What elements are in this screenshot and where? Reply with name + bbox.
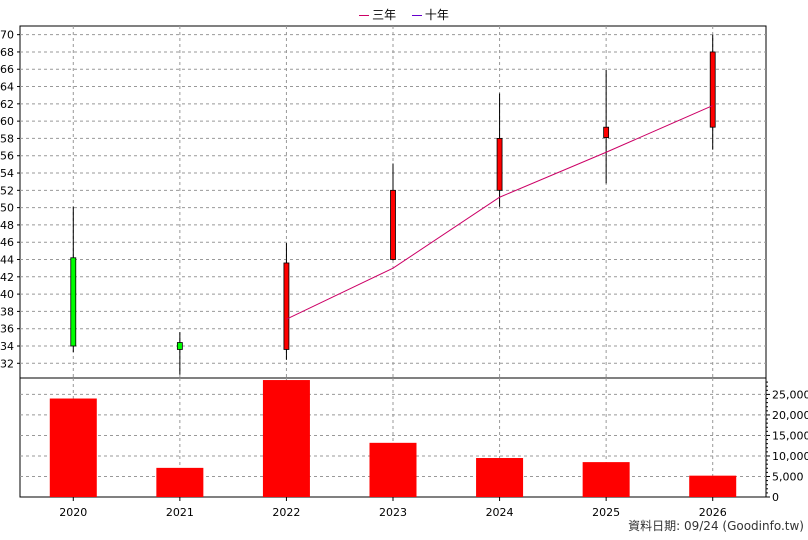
volume-bar	[262, 380, 310, 497]
price-tick-label: 62	[0, 98, 14, 111]
x-tick-label: 2021	[166, 506, 194, 519]
candle-body	[496, 138, 503, 191]
volume-bar	[49, 398, 97, 497]
price-tick-label: 42	[0, 271, 14, 284]
price-tick-label: 32	[0, 357, 14, 370]
candle-body	[709, 51, 716, 128]
x-tick-label: 2024	[486, 506, 514, 519]
candle-body	[390, 189, 396, 260]
x-tick-label: 2026	[699, 506, 727, 519]
price-tick-label: 54	[0, 167, 14, 180]
price-tick-label: 40	[0, 288, 14, 301]
source-footer: 資料日期: 09/24 (Goodinfo.tw)	[628, 519, 804, 533]
price-tick-label: 60	[0, 115, 14, 128]
volume-bar	[156, 467, 204, 497]
legend-item-3y: 三年	[359, 6, 396, 23]
x-tick-label: 2023	[379, 506, 407, 519]
price-tick-label: 38	[0, 305, 14, 318]
price-tick-label: 56	[0, 150, 14, 163]
price-tick-label: 70	[0, 29, 14, 42]
legend-swatch-3y	[359, 15, 370, 16]
candle-body	[176, 342, 183, 350]
legend-swatch-10y	[411, 15, 422, 16]
legend-item-10y: 十年	[411, 6, 449, 23]
legend: 三年 十年	[0, 6, 808, 23]
price-tick-label: 66	[0, 63, 14, 76]
volume-tick-label: 20,000	[772, 409, 808, 422]
legend-label-3y: 三年	[372, 8, 397, 22]
volume-tick-label: 15,000	[772, 429, 808, 442]
price-tick-label: 46	[0, 236, 14, 249]
volume-tick-label: 0	[772, 491, 779, 504]
legend-label-10y: 十年	[424, 8, 449, 22]
price-tick-label: 68	[0, 46, 14, 59]
price-tick-label: 58	[0, 132, 14, 145]
candle-body	[283, 262, 290, 350]
candle-body	[70, 257, 77, 347]
candle-body	[603, 126, 610, 138]
price-tick-label: 44	[0, 254, 14, 267]
volume-bar	[582, 462, 630, 497]
volume-bar	[369, 442, 417, 497]
x-tick-label: 2022	[272, 506, 300, 519]
price-tick-label: 36	[0, 323, 14, 336]
volume-tick-label: 25,000	[772, 388, 808, 401]
x-tick-label: 2025	[592, 506, 620, 519]
ma-3y-line	[286, 105, 713, 320]
price-tick-label: 34	[0, 340, 14, 353]
volume-bar	[689, 475, 737, 497]
price-tick-label: 52	[0, 184, 14, 197]
price-tick-label: 64	[0, 81, 14, 94]
price-tick-label: 48	[0, 219, 14, 232]
price-tick-label: 50	[0, 202, 14, 215]
volume-tick-label: 10,000	[772, 450, 808, 463]
volume-bar	[476, 458, 524, 497]
x-tick-label: 2020	[59, 506, 87, 519]
volume-tick-label: 5,000	[772, 470, 804, 483]
